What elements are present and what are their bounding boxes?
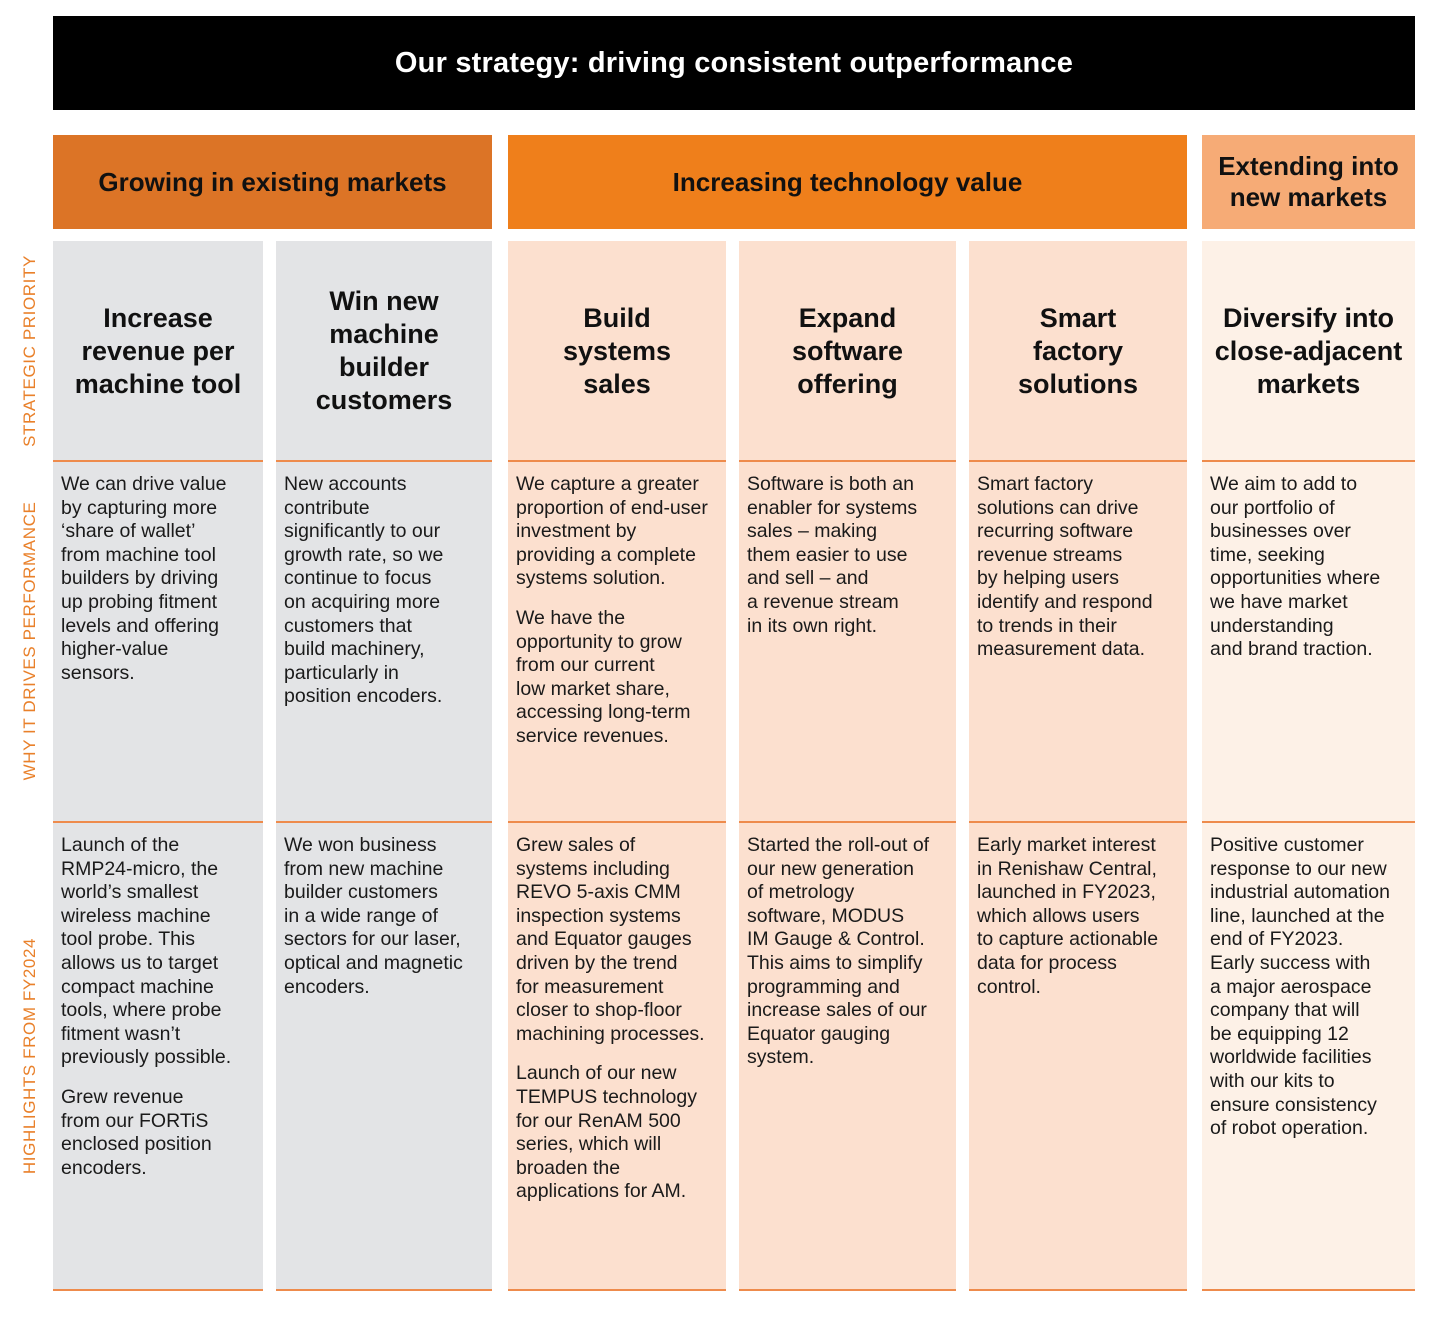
divider	[508, 821, 726, 823]
page-title: Our strategy: driving consistent outperf…	[53, 16, 1415, 110]
highlight-paragraph: Early market interest in Renishaw Centra…	[977, 834, 1159, 998]
divider	[53, 1289, 263, 1291]
row-label-why-it-drives-performance: WHY IT DRIVES PERFORMANCE	[20, 501, 39, 781]
why-text: We aim to add to our portfolio of busine…	[1210, 473, 1409, 662]
highlight-paragraph: Grew sales of systems including REVO 5-a…	[516, 834, 705, 1045]
why-paragraph: Smart factory solutions can drive recurr…	[977, 473, 1153, 661]
highlights-text: Grew sales of systems including REVO 5-a…	[516, 834, 720, 1204]
column-new-machine-builder-customers: Win new machine builder customers New ac…	[276, 241, 492, 1291]
highlights-text: We won business from new machine builder…	[284, 834, 486, 999]
divider	[969, 460, 1187, 462]
row-label-strategic-priority: STRATEGIC PRIORITY	[20, 255, 39, 447]
why-paragraph: We can drive value by capturing more ‘sh…	[61, 473, 227, 684]
why-paragraph: Software is both an enabler for systems …	[747, 473, 918, 637]
divider	[1202, 1289, 1415, 1291]
highlight-paragraph: Grew revenue from our FORTiS enclosed po…	[61, 1085, 212, 1179]
group-label: Extending into new markets	[1218, 151, 1399, 212]
why-text: We capture a greater proportion of end-u…	[516, 473, 720, 749]
column-smart-factory-solutions: Smart factory solutions Smart factory so…	[969, 241, 1187, 1291]
group-increasing-technology-value: Increasing technology value	[508, 135, 1187, 229]
highlight-paragraph: Started the roll-out of our new generati…	[747, 834, 930, 1069]
priority-heading: Increase revenue per machine tool	[53, 241, 263, 461]
highlight-paragraph: We won business from new machine builder…	[284, 834, 463, 998]
why-text: New accounts contribute significantly to…	[284, 473, 486, 709]
highlight-paragraph: Launch of the RMP24-micro, the world’s s…	[61, 834, 232, 1069]
divider	[508, 1289, 726, 1291]
group-label: Growing in existing markets	[98, 166, 447, 197]
why-paragraph: We capture a greater proportion of end-u…	[516, 473, 708, 590]
why-text: Smart factory solutions can drive recurr…	[977, 473, 1181, 662]
priority-text: Increase revenue per machine tool	[74, 302, 242, 399]
priority-text: Diversify into close-adjacent markets	[1214, 302, 1403, 399]
divider	[276, 460, 492, 462]
divider	[276, 821, 492, 823]
column-build-systems-sales: Build systems sales We capture a greater…	[508, 241, 726, 1291]
divider	[739, 1289, 956, 1291]
group-growing-existing-markets: Growing in existing markets	[53, 135, 492, 229]
why-paragraph: We have the opportunity to grow from our…	[516, 606, 691, 747]
divider	[969, 821, 1187, 823]
highlights-text: Started the roll-out of our new generati…	[747, 834, 950, 1070]
priority-heading: Build systems sales	[508, 241, 726, 461]
highlights-text: Early market interest in Renishaw Centra…	[977, 834, 1181, 999]
why-text: We can drive value by capturing more ‘sh…	[61, 473, 257, 685]
why-paragraph: We aim to add to our portfolio of busine…	[1210, 473, 1381, 661]
highlights-text: Positive customer response to our new in…	[1210, 834, 1409, 1141]
divider	[739, 460, 956, 462]
priority-heading: Win new machine builder customers	[276, 241, 492, 461]
divider	[53, 460, 263, 462]
why-paragraph: New accounts contribute significantly to…	[284, 473, 444, 708]
group-label: Increasing technology value	[672, 166, 1023, 197]
priority-text: Expand software offering	[791, 302, 904, 399]
group-extending-new-markets: Extending into new markets	[1202, 135, 1415, 229]
priority-heading: Smart factory solutions	[969, 241, 1187, 461]
divider	[276, 1289, 492, 1291]
column-diversify-adjacent-markets: Diversify into close-adjacent markets We…	[1202, 241, 1415, 1291]
divider	[1202, 460, 1415, 462]
row-label-highlights: HIGHLIGHTS FROM FY2024	[20, 937, 39, 1175]
divider	[508, 460, 726, 462]
highlight-paragraph: Launch of our new TEMPUS technology for …	[516, 1062, 697, 1203]
column-revenue-per-machine-tool: Increase revenue per machine tool We can…	[53, 241, 263, 1291]
divider	[53, 821, 263, 823]
divider	[739, 821, 956, 823]
priority-text: Build systems sales	[562, 302, 672, 399]
column-expand-software-offering: Expand software offering Software is bot…	[739, 241, 956, 1291]
priority-text: Smart factory solutions	[1018, 302, 1138, 399]
divider	[1202, 821, 1415, 823]
priority-heading: Expand software offering	[739, 241, 956, 461]
highlight-paragraph: Positive customer response to our new in…	[1210, 834, 1390, 1140]
priority-heading: Diversify into close-adjacent markets	[1202, 241, 1415, 461]
priority-text: Win new machine builder customers	[315, 286, 453, 415]
divider	[969, 1289, 1187, 1291]
why-text: Software is both an enabler for systems …	[747, 473, 950, 638]
highlights-text: Launch of the RMP24-micro, the world’s s…	[61, 834, 257, 1180]
